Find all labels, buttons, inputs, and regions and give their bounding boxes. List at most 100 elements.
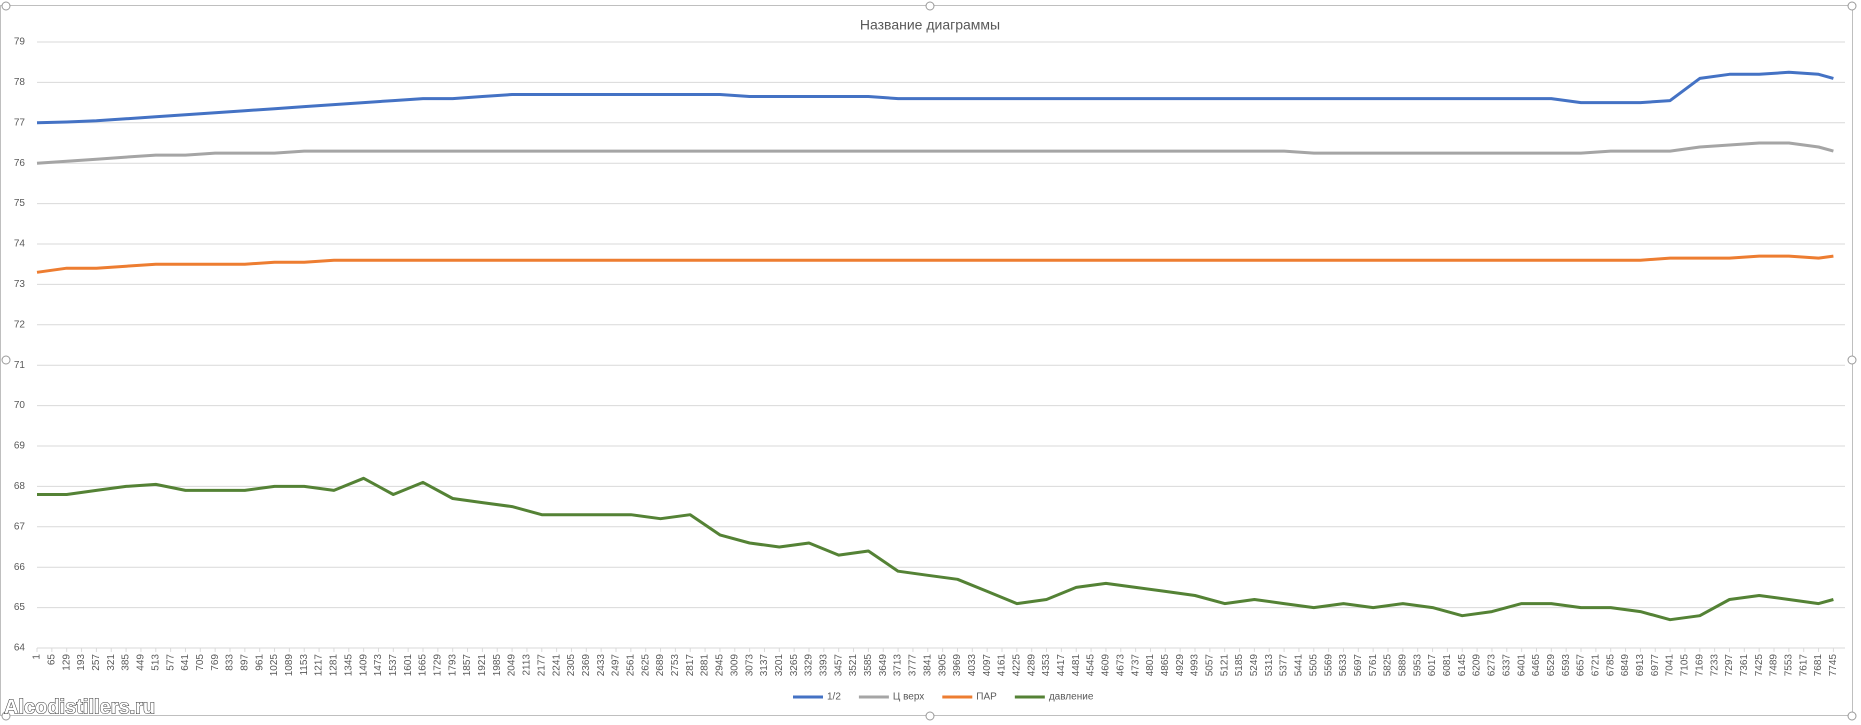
x-tick-label: 1089 [284, 654, 295, 677]
x-tick-label: 5761 [1368, 654, 1379, 677]
y-tick-label: 68 [14, 481, 26, 492]
x-tick-label: 3137 [759, 654, 770, 677]
x-tick-label: 2753 [670, 654, 681, 677]
x-tick-label: 2817 [685, 654, 696, 677]
x-tick-label: 7041 [1665, 654, 1676, 677]
x-tick-label: 6465 [1531, 654, 1542, 677]
x-tick-label: 2625 [640, 654, 651, 677]
y-tick-label: 71 [14, 360, 26, 371]
x-tick-label: 5697 [1353, 654, 1364, 677]
x-tick-label: 1537 [388, 654, 399, 677]
chart-title: Название диаграммы [860, 17, 1000, 33]
x-tick-label: 7361 [1739, 654, 1750, 677]
x-tick-label: 1921 [477, 654, 488, 677]
x-tick-label: 1729 [432, 654, 443, 677]
x-tick-label: 4801 [1145, 654, 1156, 677]
x-tick-label: 1281 [329, 654, 340, 677]
x-tick-label: 5825 [1383, 654, 1394, 677]
series-line [36, 254, 1834, 274]
x-tick-label: 6529 [1546, 654, 1557, 677]
x-tick-label: 6401 [1516, 654, 1527, 677]
x-tick-label: 4225 [1011, 654, 1022, 677]
x-tick-label: 1601 [403, 654, 414, 677]
x-tick-label: 5505 [1308, 654, 1319, 677]
x-tick-label: 4481 [1071, 654, 1082, 677]
x-tick-label: 3841 [922, 654, 933, 677]
x-tick-label: 3585 [863, 654, 874, 677]
x-tick-label: 3905 [937, 654, 948, 677]
x-tick-label: 1409 [358, 654, 369, 677]
x-tick-label: 961 [254, 654, 265, 671]
y-tick-label: 77 [14, 117, 26, 128]
x-tick-label: 6657 [1576, 654, 1587, 677]
x-tick-label: 6785 [1605, 654, 1616, 677]
x-tick-label: 65 [46, 654, 57, 666]
x-tick-label: 1153 [299, 654, 310, 676]
x-tick-label: 4161 [997, 654, 1008, 677]
x-tick-label: 5313 [1264, 654, 1275, 677]
x-tick-label: 1 [32, 654, 43, 660]
x-tick-label: 1857 [462, 654, 473, 677]
x-tick-label: 641 [180, 654, 191, 671]
x-tick-label: 3009 [729, 654, 740, 677]
x-tick-label: 4673 [1115, 654, 1126, 677]
x-tick-label: 769 [210, 654, 221, 671]
x-tick-label: 1985 [492, 654, 503, 677]
legend-label: давление [1049, 692, 1094, 703]
x-tick-label: 7489 [1769, 654, 1780, 677]
x-tick-label: 5185 [1234, 654, 1245, 677]
x-tick-label: 4737 [1130, 654, 1141, 677]
x-tick-label: 6977 [1650, 654, 1661, 677]
x-tick-label: 5249 [1249, 654, 1260, 677]
x-tick-label: 7617 [1798, 654, 1809, 677]
x-tick-label: 3329 [804, 654, 815, 677]
x-tick-label: 2113 [522, 654, 533, 676]
x-tick-label: 3969 [952, 654, 963, 677]
x-tick-label: 7297 [1724, 654, 1735, 677]
x-tick-label: 3201 [774, 654, 785, 677]
x-tick-label: 2241 [551, 654, 562, 677]
chart-frame [0, 5, 1853, 716]
x-tick-label: 1793 [447, 654, 458, 677]
y-tick-label: 65 [14, 602, 26, 613]
x-tick-label: 6209 [1472, 654, 1483, 677]
x-tick-label: 449 [136, 654, 147, 671]
x-tick-label: 7425 [1754, 654, 1765, 677]
x-tick-label: 4993 [1190, 654, 1201, 677]
x-tick-label: 4353 [1041, 654, 1052, 677]
x-tick-label: 7745 [1828, 654, 1839, 677]
x-tick-label: 6337 [1501, 654, 1512, 677]
x-tick-label: 705 [195, 654, 206, 671]
x-tick-label: 2881 [700, 654, 711, 677]
x-tick-label: 4545 [1086, 654, 1097, 677]
x-tick-label: 5121 [1219, 654, 1230, 677]
x-tick-label: 3393 [818, 654, 829, 677]
x-tick-label: 4609 [1101, 654, 1112, 677]
series-line [36, 70, 1834, 125]
x-tick-label: 3521 [848, 654, 859, 677]
y-tick-label: 73 [14, 279, 26, 290]
x-tick-label: 3265 [789, 654, 800, 677]
x-tick-label: 7233 [1709, 654, 1720, 677]
x-tick-label: 3457 [833, 654, 844, 677]
x-tick-label: 513 [150, 654, 161, 671]
legend-label: 1/2 [827, 692, 841, 703]
y-tick-label: 69 [14, 441, 26, 452]
x-tick-label: 1217 [314, 654, 325, 677]
x-tick-label: 2433 [596, 654, 607, 677]
x-tick-label: 3713 [893, 654, 904, 677]
x-tick-label: 4097 [982, 654, 993, 677]
x-tick-label: 4289 [1026, 654, 1037, 677]
x-tick-label: 5441 [1294, 654, 1305, 677]
x-tick-label: 2945 [715, 654, 726, 677]
x-tick-label: 6913 [1635, 654, 1646, 677]
x-tick-label: 2305 [566, 654, 577, 677]
series-line [37, 476, 1834, 622]
x-tick-label: 2689 [655, 654, 666, 677]
x-tick-label: 4417 [1056, 654, 1067, 677]
y-tick-label: 66 [14, 562, 26, 573]
x-tick-label: 2177 [536, 654, 547, 677]
x-tick-label: 3649 [878, 654, 889, 677]
y-tick-label: 64 [14, 643, 26, 654]
